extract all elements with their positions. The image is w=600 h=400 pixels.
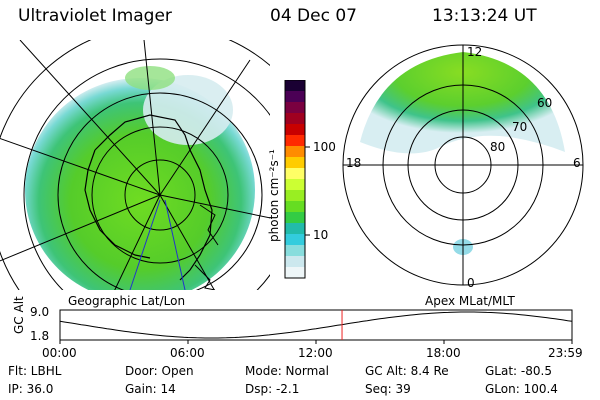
door-info: Door: Open	[125, 364, 194, 378]
glon-info: GLon: 100.4	[485, 382, 558, 396]
altitude-plot	[59, 309, 573, 344]
dsp-info: Dsp: -2.1	[245, 382, 300, 396]
altitude-ytick-min: 1.8	[30, 329, 50, 343]
mode-info: Mode: Normal	[245, 364, 329, 378]
colorbar-swatch	[285, 245, 305, 257]
left-map-label: Geographic Lat/Lon	[68, 294, 186, 308]
xtick-0600: 06:00	[170, 346, 205, 360]
geographic-map	[0, 40, 270, 290]
colorbar-tick-100: 100	[313, 140, 336, 154]
colorbar-swatch	[285, 267, 305, 279]
ip-info: IP: 36.0	[8, 382, 54, 396]
mlat-mlt-map	[342, 44, 584, 286]
colorbar-tick-10: 10	[313, 228, 329, 242]
mlt-label-0: 0	[467, 276, 475, 290]
intensity-colorbar	[284, 80, 310, 279]
colorbar-swatch	[285, 168, 305, 180]
colorbar-swatch	[285, 190, 305, 202]
colorbar-swatch	[285, 256, 305, 268]
mlat-label-70: 70	[512, 120, 528, 134]
mlt-label-12: 12	[467, 45, 483, 59]
mlt-label-18: 18	[346, 156, 362, 170]
xtick-1200: 12:00	[298, 346, 333, 360]
colorbar-swatch	[285, 179, 305, 191]
seq-info: Seq: 39	[365, 382, 411, 396]
colorbar-swatch	[285, 212, 305, 224]
colorbar-swatch	[285, 157, 305, 169]
gc-alt-info: GC Alt: 8.4 Re	[365, 364, 449, 378]
gain-info: Gain: 14	[125, 382, 176, 396]
right-map-label: Apex MLat/MLT	[425, 294, 515, 308]
colorbar-swatch	[285, 102, 305, 114]
colorbar-swatch	[285, 80, 305, 92]
colorbar-swatch	[285, 234, 305, 246]
altitude-ylabel: GC Alt	[12, 296, 26, 334]
date-label: 04 Dec 07	[270, 6, 357, 26]
colorbar-swatch	[285, 223, 305, 235]
mlat-label-80: 80	[490, 140, 506, 154]
colorbar-swatch	[285, 146, 305, 158]
instrument-title: Ultraviolet Imager	[18, 6, 172, 26]
glat-info: GLat: -80.5	[485, 364, 552, 378]
time-label: 13:13:24 UT	[432, 6, 537, 26]
filter-info: Flt: LBHL	[8, 364, 62, 378]
colorbar-swatch	[285, 124, 305, 136]
colorbar-swatch	[285, 91, 305, 103]
xtick-0000: 00:00	[42, 346, 77, 360]
xtick-2359: 23:59	[548, 346, 583, 360]
colorbar-swatch	[285, 135, 305, 147]
mlat-label-60: 60	[537, 96, 553, 110]
altitude-ytick-max: 9.0	[30, 305, 50, 319]
colorbar-unit-label: photon cm⁻²s⁻¹	[267, 149, 281, 242]
colorbar-swatch	[285, 201, 305, 213]
xtick-1800: 18:00	[426, 346, 461, 360]
mlt-label-6: 6	[573, 156, 581, 170]
colorbar-swatch	[285, 113, 305, 125]
